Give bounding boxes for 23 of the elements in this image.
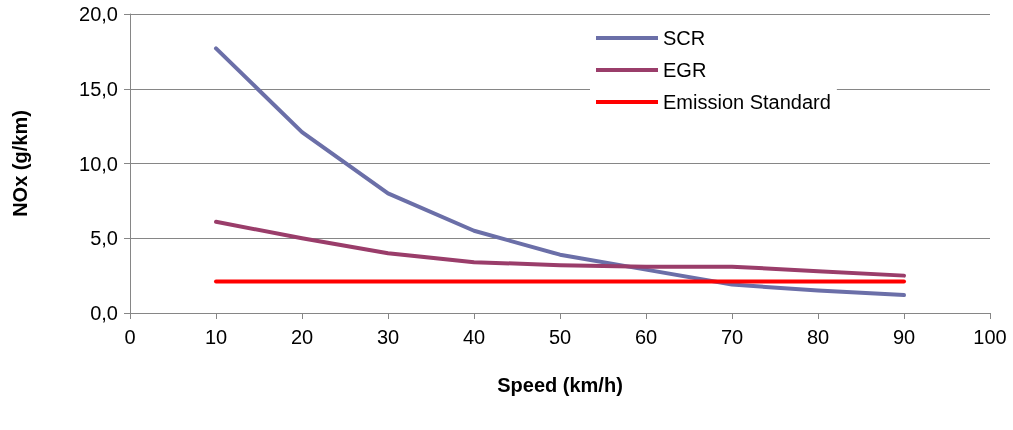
x-tick-label: 0 — [124, 326, 136, 348]
y-tick-label: 10,0 — [79, 152, 118, 175]
line-series — [214, 46, 906, 298]
x-tick-label: 30 — [376, 326, 400, 348]
y-axis-title: NOx (g/km) — [9, 110, 31, 217]
x-axis-title: Speed (km/h) — [497, 374, 623, 396]
x-tick-label: 40 — [462, 326, 486, 348]
line-series — [214, 219, 906, 278]
legend-label: EGR — [663, 59, 707, 81]
x-tick-label: 10 — [204, 326, 228, 348]
y-tick-label: 0,0 — [90, 302, 118, 324]
y-tick-label: 5,0 — [90, 227, 118, 250]
x-tick-label: 100 — [973, 326, 1007, 348]
x-tick-label: 80 — [806, 326, 830, 348]
x-tick-label: 60 — [634, 326, 658, 348]
legend-label: SCR — [663, 27, 706, 49]
legend-label: Emission Standard — [663, 91, 831, 113]
x-tick-label: 50 — [548, 326, 572, 348]
y-tick-label: 15,0 — [79, 77, 118, 100]
y-tick-label: 20,0 — [79, 3, 118, 25]
x-tick-label: 20 — [290, 326, 314, 348]
x-tick-label: 90 — [892, 326, 916, 348]
x-tick-label: 70 — [720, 326, 744, 348]
